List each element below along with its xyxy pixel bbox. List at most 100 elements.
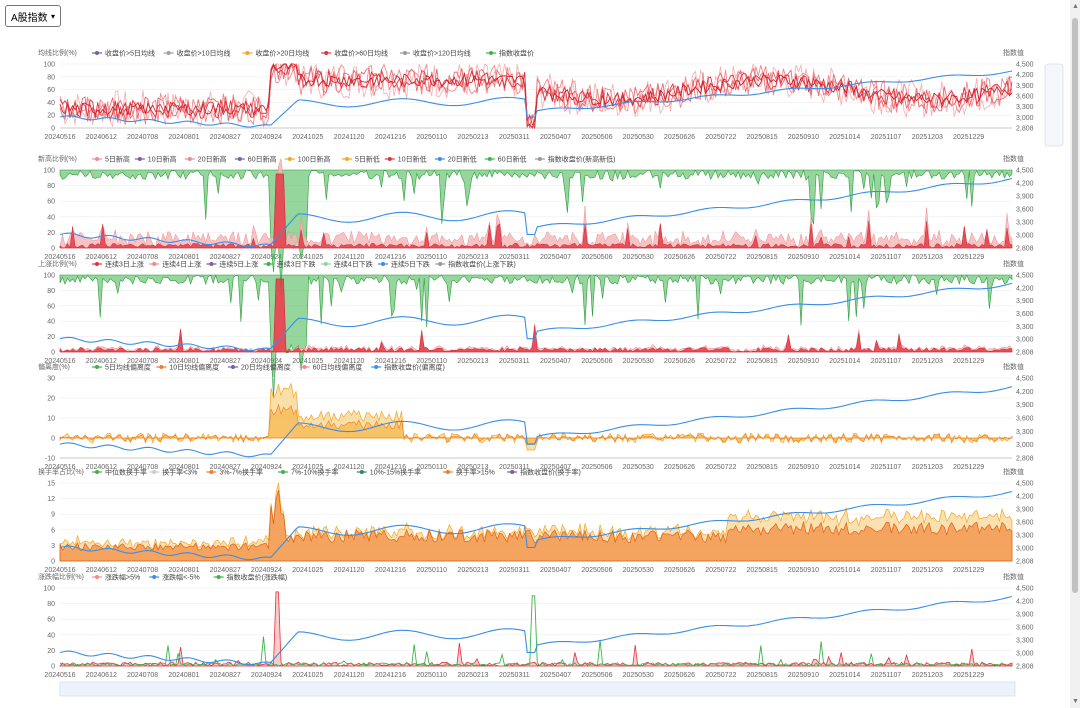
legend-entry: 连续3日下跌 xyxy=(277,260,316,269)
x-tick-label: 20241216 xyxy=(375,464,406,471)
x-tick-label: 20240612 xyxy=(86,672,117,679)
right-tick-label: 3,600 xyxy=(1016,416,1034,423)
series-area-up-light xyxy=(59,158,1013,249)
x-tick-label: 20250311 xyxy=(499,134,530,141)
legend-entry: 10日新低 xyxy=(398,155,427,164)
x-tick-label: 20240827 xyxy=(210,134,241,141)
legend-marker xyxy=(387,157,392,161)
x-tick-label: 20240924 xyxy=(251,254,282,261)
y-tick-label: 0 xyxy=(51,664,55,671)
data-zoom-slider xyxy=(59,681,1016,697)
legend-marker xyxy=(95,262,99,266)
y-tick-label: 40 xyxy=(47,100,55,107)
right-axis-label: 指数值 xyxy=(1003,259,1024,268)
right-tick-label: 3,900 xyxy=(1016,298,1034,305)
legend-marker xyxy=(237,157,242,161)
y-tick-label: 80 xyxy=(47,288,55,295)
right-tick-label: 2,808 xyxy=(1016,246,1034,253)
y-tick-label: 20 xyxy=(47,113,55,120)
x-tick-label: 20250530 xyxy=(623,464,654,471)
chart-panel-1: 均线比例(%) 指数值 0 20 40 60 80 100 2,808 3,000 3,300 3,6… xyxy=(38,48,1034,141)
legend-entry: 指数收盘价(换手率) xyxy=(520,468,581,477)
x-tick-label: 20251107 xyxy=(871,134,902,141)
legend-entry: 连续5日下跌 xyxy=(391,260,430,269)
x-tick-label: 20250213 xyxy=(457,134,488,141)
y-tick-label: 20 xyxy=(47,648,55,655)
y-tick-label: 60 xyxy=(47,617,55,624)
x-tick-label: 20250910 xyxy=(788,134,819,141)
legend-entry: 60日均线偏离度 xyxy=(313,363,363,372)
series-area-up5 xyxy=(59,591,1013,667)
x-tick-label: 20250626 xyxy=(664,567,695,574)
legend-entry: 收盘价>5日均线 xyxy=(105,49,155,58)
series-line xyxy=(59,63,1013,130)
legend-marker xyxy=(266,262,271,266)
scroll-up-icon: ▲ xyxy=(1072,3,1079,10)
right-tick-label: 4,500 xyxy=(1016,376,1034,383)
page-scrollbar[interactable]: ▲ ▼ xyxy=(1070,0,1080,708)
legend-entry: 涨跌幅<-5% xyxy=(162,573,200,582)
right-tick-label: 4,200 xyxy=(1016,389,1034,396)
x-tick-label: 20240801 xyxy=(168,358,199,365)
x-tick-label: 20250626 xyxy=(664,134,695,141)
x-tick-label: 20240801 xyxy=(168,567,199,574)
legend-marker xyxy=(323,262,328,266)
right-tick-label: 3,900 xyxy=(1016,194,1034,201)
x-tick-label: 20251107 xyxy=(871,567,902,574)
right-tick-label: 3,600 xyxy=(1016,207,1034,214)
series-line-index xyxy=(59,490,1013,561)
x-tick-label: 20250530 xyxy=(623,254,654,261)
x-tick-label: 20250722 xyxy=(705,134,736,141)
right-tick-label: 3,000 xyxy=(1016,337,1034,344)
right-tick-label: 3,600 xyxy=(1016,311,1034,318)
right-tick-label: 3,300 xyxy=(1016,104,1034,111)
legend-entry: 5日新高 xyxy=(105,155,130,164)
legend-entry: 连续3日上涨 xyxy=(105,260,144,269)
legend-marker xyxy=(359,470,364,474)
x-tick-label: 20250311 xyxy=(499,464,530,471)
legend-marker xyxy=(95,575,99,579)
right-tick-label: 2,808 xyxy=(1016,456,1034,463)
x-tick-label: 20251203 xyxy=(912,358,943,365)
legend-marker xyxy=(187,157,192,161)
right-tick-label: 3,600 xyxy=(1016,94,1034,101)
x-tick-label: 20240924 xyxy=(251,134,282,141)
y-tick-label: 9 xyxy=(51,512,55,519)
x-tick-label: 20240516 xyxy=(44,672,75,679)
x-tick-label: 20241025 xyxy=(292,672,323,679)
right-tick-label: 3,000 xyxy=(1016,651,1034,658)
right-tick-label: 3,900 xyxy=(1016,507,1034,514)
x-tick-label: 20250506 xyxy=(581,464,612,471)
x-tick-label: 20240516 xyxy=(44,567,75,574)
x-tick-label: 20250910 xyxy=(788,464,819,471)
x-tick-label: 20250110 xyxy=(416,672,447,679)
y-tick-label: 0 xyxy=(51,559,55,566)
x-tick-label: 20251229 xyxy=(953,134,984,141)
scrollbar-thumb[interactable] xyxy=(1072,18,1078,593)
legend-marker xyxy=(374,365,379,369)
legend-marker xyxy=(152,262,157,266)
legend-marker xyxy=(95,365,99,369)
x-tick-label: 20250213 xyxy=(457,464,488,471)
y-axis-label: 上涨比例(%) xyxy=(38,259,77,268)
legend-entry: 指数收盘价(新高新低) xyxy=(548,155,616,164)
x-tick-label: 20250506 xyxy=(581,134,612,141)
chart-panel-6: 涨跌幅比例(%) 指数值 0 20 40 60 80 100 2,808 3,000 3,300 3,… xyxy=(38,572,1034,679)
x-tick-label: 20241120 xyxy=(334,134,365,141)
legend-entry: 指数收盘价 xyxy=(499,49,534,58)
x-tick-label: 20251203 xyxy=(912,464,943,471)
x-tick-label: 20240612 xyxy=(86,464,117,471)
x-tick-label: 20250722 xyxy=(705,464,736,471)
x-tick-label: 20250213 xyxy=(457,672,488,679)
x-tick-label: 20250213 xyxy=(457,254,488,261)
legend-entry: 指数收盘价(偏离度) xyxy=(384,363,445,372)
x-tick-label: 20240612 xyxy=(86,254,117,261)
x-tick-label: 20250311 xyxy=(499,254,530,261)
legend-marker xyxy=(95,51,99,55)
x-tick-label: 20251229 xyxy=(953,567,984,574)
index-selector[interactable]: A股指数 ▾ xyxy=(5,5,61,27)
legend-entry: 20日新低 xyxy=(448,155,477,164)
legend-entry: 20日均线偏离度 xyxy=(241,363,291,372)
x-tick-label: 20240516 xyxy=(44,134,75,141)
